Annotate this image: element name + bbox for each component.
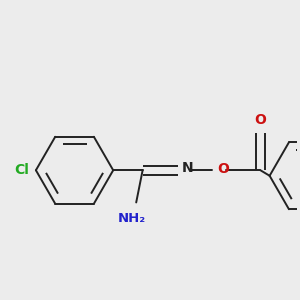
Text: N: N (181, 161, 193, 176)
Text: O: O (217, 162, 229, 176)
Text: Cl: Cl (15, 163, 29, 177)
Text: O: O (254, 113, 266, 127)
Text: NH₂: NH₂ (118, 212, 146, 225)
